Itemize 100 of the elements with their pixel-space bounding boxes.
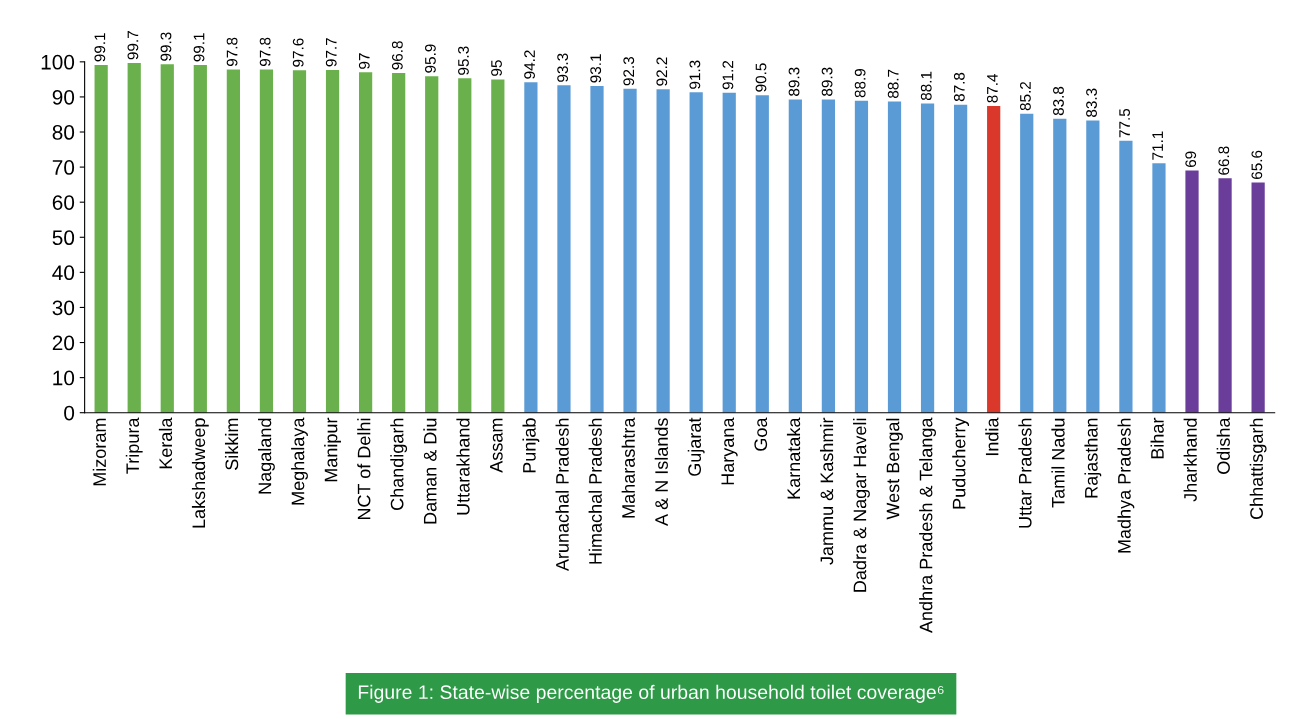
bar — [359, 72, 373, 413]
x-tick-label: Odisha — [1216, 417, 1230, 474]
x-tick-label: Lakshadweep — [191, 418, 209, 528]
bar — [491, 79, 505, 413]
y-tick-label: 40 — [52, 265, 75, 281]
bar — [325, 69, 340, 413]
data-label: 93.1 — [590, 54, 602, 83]
x-tick-label: Goa — [754, 417, 768, 451]
data-label: 96.8 — [391, 41, 403, 70]
data-label: 97.8 — [259, 37, 271, 67]
bar — [590, 86, 604, 413]
bar — [94, 64, 108, 413]
y-tick-label: 0 — [64, 405, 75, 421]
bar — [1152, 163, 1166, 413]
x-tick-label: Himachal Pradesh — [588, 418, 602, 564]
x-tick-label: Uttarakhand — [456, 418, 470, 515]
bar — [920, 103, 935, 413]
data-label: 92.2 — [656, 57, 668, 86]
bar — [127, 62, 141, 413]
data-label: 88.7 — [887, 69, 899, 99]
bar — [160, 64, 174, 413]
data-label: 97.8 — [226, 37, 238, 67]
bar — [1185, 170, 1199, 413]
bar — [1086, 120, 1100, 413]
y-tick-label: 70 — [52, 160, 75, 175]
x-tick-label: Assam — [490, 418, 503, 473]
x-tick-label: Puducherry — [952, 417, 970, 509]
data-label: 99.1 — [94, 33, 106, 62]
data-label: 91.3 — [689, 60, 701, 89]
data-label: 66.8 — [1218, 146, 1230, 175]
data-label: 87.4 — [986, 73, 998, 103]
y-tick-label: 60 — [52, 195, 75, 210]
bar — [887, 101, 902, 413]
data-label: 99.3 — [160, 32, 172, 61]
bar — [1020, 113, 1034, 413]
bar — [689, 92, 703, 413]
x-tick-label: Andhra Pradesh & Telanga — [919, 417, 936, 633]
x-tick-label: Arunachal Pradesh — [555, 418, 569, 572]
x-tick-label: Haryana — [721, 417, 738, 485]
bar — [425, 76, 439, 413]
x-tick-label: Karnataka — [786, 417, 801, 499]
y-tick-label: 50 — [52, 230, 75, 246]
x-tick-label: Bihar — [1150, 417, 1164, 459]
bar — [524, 82, 538, 413]
data-label: 99.7 — [127, 31, 139, 60]
y-tick-label: 100 — [41, 54, 75, 70]
bar — [193, 64, 207, 413]
x-tick-label: Maharashtra — [621, 417, 635, 518]
bar — [226, 69, 240, 413]
data-label: 94.2 — [524, 50, 535, 79]
x-tick-label: Manipur — [324, 417, 341, 482]
bar — [987, 106, 1001, 413]
bar — [656, 89, 670, 413]
data-label: 97 — [358, 53, 370, 69]
text: Figure 1: State-wise percentage of urban household toilet coverage⁶ — [358, 684, 944, 703]
bar — [1053, 118, 1067, 413]
bar — [854, 100, 869, 413]
x-tick-label: Madhya Pradesh — [1117, 418, 1135, 553]
bar — [557, 85, 571, 413]
x-tick-label: Dadra & Nagar Haveli — [853, 418, 870, 592]
x-tick-label: Punjab — [522, 418, 540, 473]
y-tick-label: 10 — [53, 370, 75, 386]
x-tick-label: Tamil Nadu — [1051, 418, 1065, 508]
x-tick-label: Kerala — [158, 417, 173, 469]
x-tick-label: Chandigarh — [390, 418, 408, 510]
x-tick-label: A & N Islands — [654, 418, 668, 526]
bar — [755, 95, 769, 413]
data-label: 97.7 — [325, 38, 337, 67]
data-label: 91.2 — [722, 60, 734, 90]
data-label: 95.3 — [458, 46, 469, 75]
x-tick-label: Jammu & Kashmir — [819, 417, 834, 565]
bar — [292, 70, 307, 413]
x-tick-label: Nagaland — [258, 418, 275, 494]
y-tick-label: 20 — [52, 335, 75, 351]
data-label: 95 — [491, 60, 502, 76]
data-label: 69 — [1185, 151, 1197, 168]
bar — [788, 99, 802, 413]
data-label: 85.2 — [1020, 81, 1031, 111]
data-label: 87.8 — [953, 72, 965, 102]
data-label: 99.1 — [193, 33, 205, 62]
y-tick-label: 90 — [52, 89, 75, 105]
data-label: 89.3 — [821, 67, 833, 96]
data-label: 65.6 — [1251, 150, 1263, 179]
x-tick-label: Uttar Pradesh — [1018, 418, 1032, 528]
data-label: 83.3 — [1086, 88, 1097, 117]
x-tick-label: Rajasthan — [1084, 418, 1102, 498]
data-label: 97.6 — [292, 38, 304, 67]
bar — [1251, 182, 1265, 413]
bar — [392, 73, 406, 413]
bar — [954, 104, 968, 413]
x-tick-label: NCT of Delhi — [357, 418, 371, 520]
data-label: 90.5 — [755, 63, 767, 92]
data-label: 88.9 — [854, 68, 866, 98]
x-tick-label: Gujarat — [687, 417, 705, 476]
bar — [259, 69, 274, 413]
data-label: 71.1 — [1152, 131, 1163, 160]
bar — [821, 99, 836, 413]
data-label: 77.5 — [1119, 108, 1131, 138]
data-label: 93.3 — [557, 53, 569, 82]
x-tick-label: Daman & Diu — [423, 418, 437, 524]
